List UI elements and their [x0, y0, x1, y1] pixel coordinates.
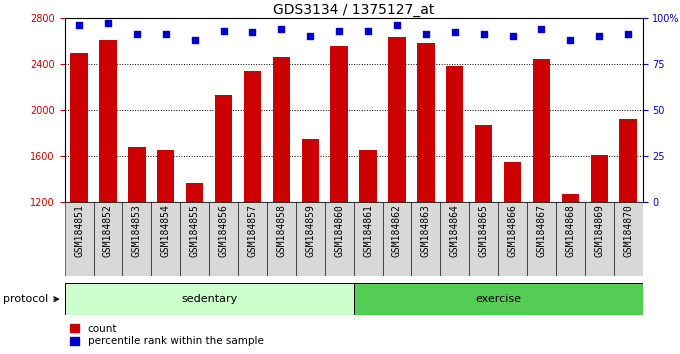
Bar	[65, 283, 354, 315]
Bar	[441, 202, 469, 276]
Bar	[238, 202, 267, 276]
Text: GSM184855: GSM184855	[190, 204, 200, 257]
Legend: count, percentile rank within the sample: count, percentile rank within the sample	[70, 324, 263, 347]
Bar	[475, 125, 492, 340]
Bar	[614, 202, 643, 276]
Point	[565, 37, 576, 42]
Bar	[418, 43, 435, 340]
Bar	[527, 202, 556, 276]
Bar	[209, 202, 238, 276]
Text: protocol: protocol	[3, 294, 58, 304]
Text: sedentary: sedentary	[181, 294, 237, 304]
Bar	[267, 202, 296, 276]
Bar	[215, 95, 232, 340]
Point	[160, 32, 171, 37]
Text: GSM184866: GSM184866	[507, 204, 517, 257]
Point	[103, 21, 114, 26]
Text: GSM184868: GSM184868	[565, 204, 575, 257]
Point	[247, 30, 258, 35]
Point	[305, 33, 316, 39]
Bar	[296, 202, 325, 276]
Bar	[354, 283, 643, 315]
Text: GSM184856: GSM184856	[218, 204, 228, 257]
Point	[334, 28, 345, 33]
Bar	[585, 202, 614, 276]
Bar	[128, 147, 146, 340]
Bar	[151, 202, 180, 276]
Bar	[65, 202, 94, 276]
Bar	[330, 46, 347, 340]
Bar	[273, 57, 290, 340]
Bar	[186, 183, 203, 340]
Text: GSM184853: GSM184853	[132, 204, 142, 257]
Title: GDS3134 / 1375127_at: GDS3134 / 1375127_at	[273, 3, 435, 17]
Bar	[71, 53, 88, 340]
Point	[449, 30, 460, 35]
Text: GSM184869: GSM184869	[594, 204, 605, 257]
Text: GSM184852: GSM184852	[103, 204, 113, 257]
Point	[218, 28, 229, 33]
Text: GSM184870: GSM184870	[623, 204, 633, 257]
Point	[73, 22, 84, 28]
Bar	[590, 155, 608, 340]
Text: GSM184858: GSM184858	[276, 204, 286, 257]
Bar	[383, 202, 411, 276]
Text: GSM184867: GSM184867	[537, 204, 547, 257]
Text: exercise: exercise	[475, 294, 521, 304]
Text: GSM184864: GSM184864	[449, 204, 460, 257]
Point	[189, 37, 200, 42]
Point	[594, 33, 605, 39]
Bar	[388, 37, 405, 340]
Text: GSM184854: GSM184854	[160, 204, 171, 257]
Bar	[94, 202, 122, 276]
Point	[536, 26, 547, 32]
Point	[478, 32, 489, 37]
Point	[276, 26, 287, 32]
Text: GSM184863: GSM184863	[421, 204, 431, 257]
Bar	[122, 202, 151, 276]
Point	[507, 33, 518, 39]
Bar	[562, 194, 579, 340]
Text: GSM184860: GSM184860	[334, 204, 344, 257]
Bar	[359, 150, 377, 340]
Point	[420, 32, 431, 37]
Point	[362, 28, 373, 33]
Text: GSM184857: GSM184857	[248, 204, 258, 257]
Bar	[244, 70, 261, 340]
Bar	[325, 202, 354, 276]
Bar	[619, 119, 637, 340]
Bar	[354, 202, 382, 276]
Text: GSM184851: GSM184851	[74, 204, 84, 257]
Bar	[99, 40, 117, 340]
Point	[392, 22, 403, 28]
Text: GSM184861: GSM184861	[363, 204, 373, 257]
Bar	[411, 202, 441, 276]
Point	[623, 32, 634, 37]
Text: GSM184862: GSM184862	[392, 204, 402, 257]
Bar	[446, 66, 464, 340]
Bar	[469, 202, 498, 276]
Bar	[504, 161, 522, 340]
Bar	[302, 138, 319, 340]
Bar	[157, 150, 174, 340]
Text: GSM184865: GSM184865	[479, 204, 489, 257]
Point	[131, 32, 142, 37]
Bar	[498, 202, 527, 276]
Bar	[556, 202, 585, 276]
Bar	[533, 59, 550, 340]
Bar	[180, 202, 209, 276]
Text: GSM184859: GSM184859	[305, 204, 316, 257]
